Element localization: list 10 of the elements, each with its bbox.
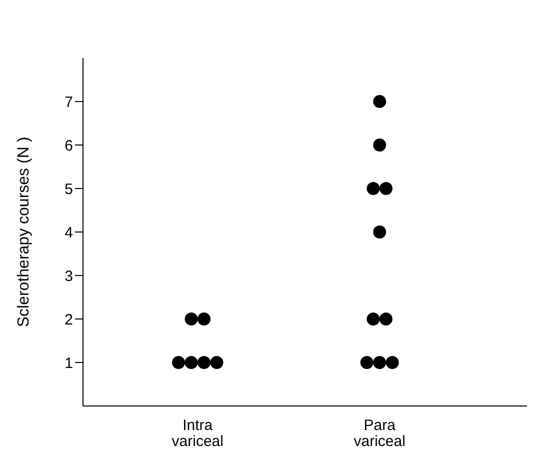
y-tick-label: 2 bbox=[64, 311, 73, 328]
y-tick-label: 5 bbox=[64, 180, 73, 198]
y-tick-label: 6 bbox=[64, 137, 73, 154]
y-tick-label: 1 bbox=[64, 354, 73, 372]
y-tick-label: 3 bbox=[64, 268, 73, 285]
x-tick-label: Intra variceal bbox=[172, 417, 224, 450]
x-tick-label: Para variceal bbox=[354, 417, 406, 450]
y-tick-label: 7 bbox=[64, 94, 73, 111]
y-tick-label: 4 bbox=[64, 224, 73, 242]
y-axis-title: Sclerotherapy courses (N ) bbox=[16, 136, 33, 328]
